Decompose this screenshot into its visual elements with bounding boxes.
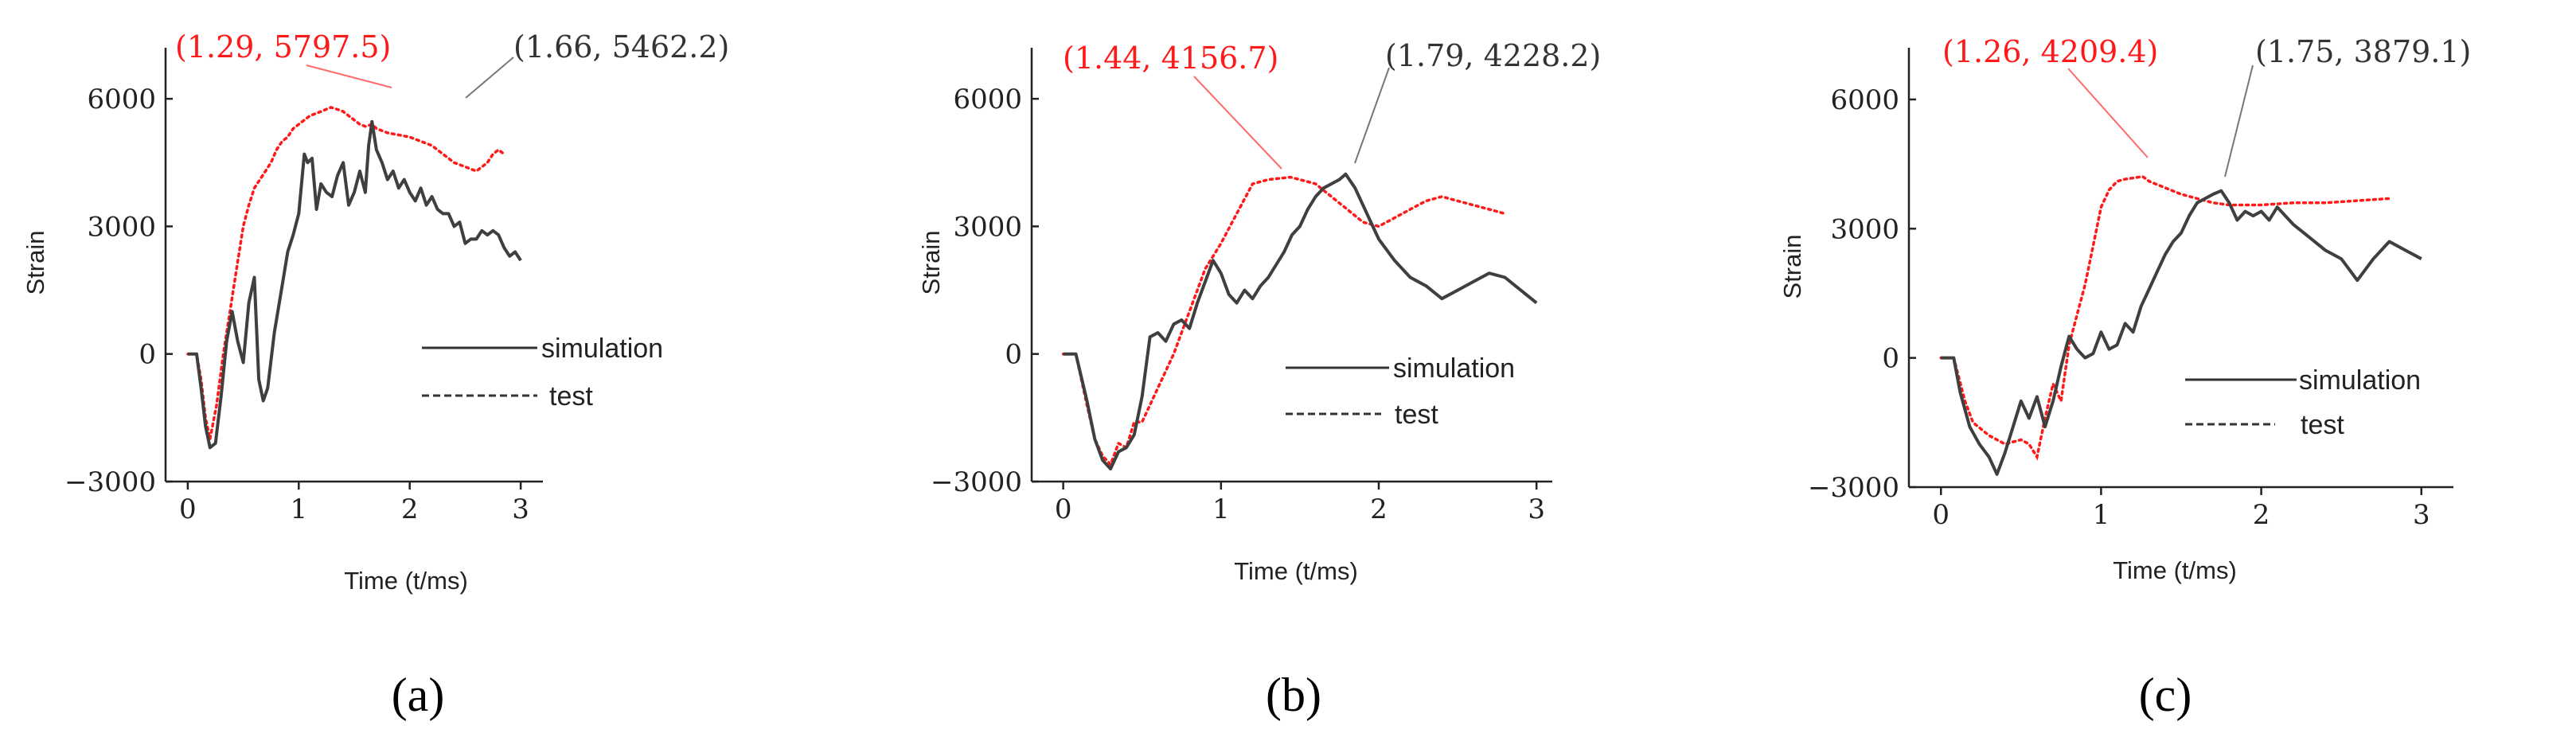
y-tick-label: −3000	[931, 466, 1022, 498]
annotation-test-max: (1.44, 4156.7)	[1063, 41, 1278, 76]
y-tick-label: 0	[139, 339, 156, 371]
y-tick-label: 6000	[1830, 84, 1899, 116]
panel-c: 0 1 2 3 −3000 0 3000 6000 (1.26, 4209.4) (1.75,…	[1778, 34, 2471, 721]
panel-label: (c)	[2139, 669, 2192, 721]
series-simulation-line	[1063, 172, 1538, 470]
y-tick-label: 0	[1882, 343, 1899, 375]
annotation-leader-simulation-max	[1354, 67, 1390, 164]
legend: simulation test	[1286, 353, 1515, 430]
legend-test-label: test	[2301, 410, 2344, 440]
y-tick-label: 3000	[1830, 213, 1899, 245]
panel-a: 0 1 2 3 −3000 0 3000 6000 (1.29, 5797.5) (1.66,…	[21, 29, 729, 721]
series-simulation-line	[187, 119, 522, 450]
panel-label: (b)	[1266, 669, 1321, 721]
annotation-leader-test-max	[2067, 68, 2149, 158]
annotation-test-max: (1.26, 4209.4)	[1942, 34, 2158, 69]
series-simulation-line	[1941, 189, 2422, 476]
series-test-line	[1939, 174, 2391, 461]
y-tick-label: 0	[1005, 339, 1022, 371]
panel-label: (a)	[392, 669, 445, 721]
y-tick-label: 3000	[953, 211, 1022, 243]
series-test-line	[186, 106, 505, 439]
y-tick-label: −3000	[1808, 472, 1899, 504]
annotation-simulation-max: (1.75, 3879.1)	[2255, 34, 2471, 69]
panel-b: 0 1 2 3 −3000 0 3000 6000 (1.44, 4156.7) (1.79,…	[917, 38, 1601, 721]
annotation-simulation-max: (1.79, 4228.2)	[1385, 38, 1601, 73]
y-tick-label: 3000	[87, 211, 156, 243]
x-tick-label: 0	[1055, 493, 1072, 525]
x-tick-label: 2	[401, 493, 419, 525]
x-tick-label: 0	[1932, 499, 1950, 531]
legend-simulation-label: simulation	[2299, 365, 2421, 396]
legend: simulation test	[422, 334, 663, 412]
x-axis-title: Time (t/ms)	[2113, 556, 2237, 584]
y-axis-title: Strain	[21, 231, 49, 295]
x-tick-label: 2	[1370, 493, 1388, 525]
x-tick-label: 1	[1212, 493, 1230, 525]
legend: simulation test	[2185, 365, 2421, 440]
x-tick-label: 3	[512, 493, 529, 525]
legend-simulation-label: simulation	[1393, 353, 1515, 384]
x-tick-label: 1	[290, 493, 307, 525]
y-axis-title: Strain	[1778, 235, 1806, 299]
x-axis-title: Time (t/ms)	[344, 567, 468, 595]
x-tick-label: 3	[2413, 499, 2430, 531]
legend-test-label: test	[549, 381, 593, 412]
annotation-test-max: (1.29, 5797.5)	[175, 29, 391, 64]
y-tick-label: 6000	[953, 84, 1022, 115]
annotation-simulation-max: (1.66, 5462.2)	[513, 29, 729, 64]
legend-simulation-label: simulation	[541, 334, 663, 364]
x-tick-label: 2	[2253, 499, 2270, 531]
annotation-leader-simulation-max	[2224, 64, 2254, 177]
legend-test-label: test	[1395, 400, 1438, 430]
annotation-leader-simulation-max	[465, 57, 514, 99]
annotation-leader-test-max	[1193, 76, 1282, 170]
x-tick-label: 0	[179, 493, 197, 525]
series-test-line	[1061, 175, 1507, 467]
x-tick-label: 1	[2093, 499, 2110, 531]
y-tick-label: −3000	[64, 466, 156, 498]
y-axis-title: Strain	[917, 231, 945, 295]
y-tick-label: 6000	[87, 84, 156, 115]
x-tick-label: 3	[1528, 493, 1545, 525]
x-axis-title: Time (t/ms)	[1234, 557, 1358, 585]
annotation-leader-test-max	[306, 64, 392, 88]
